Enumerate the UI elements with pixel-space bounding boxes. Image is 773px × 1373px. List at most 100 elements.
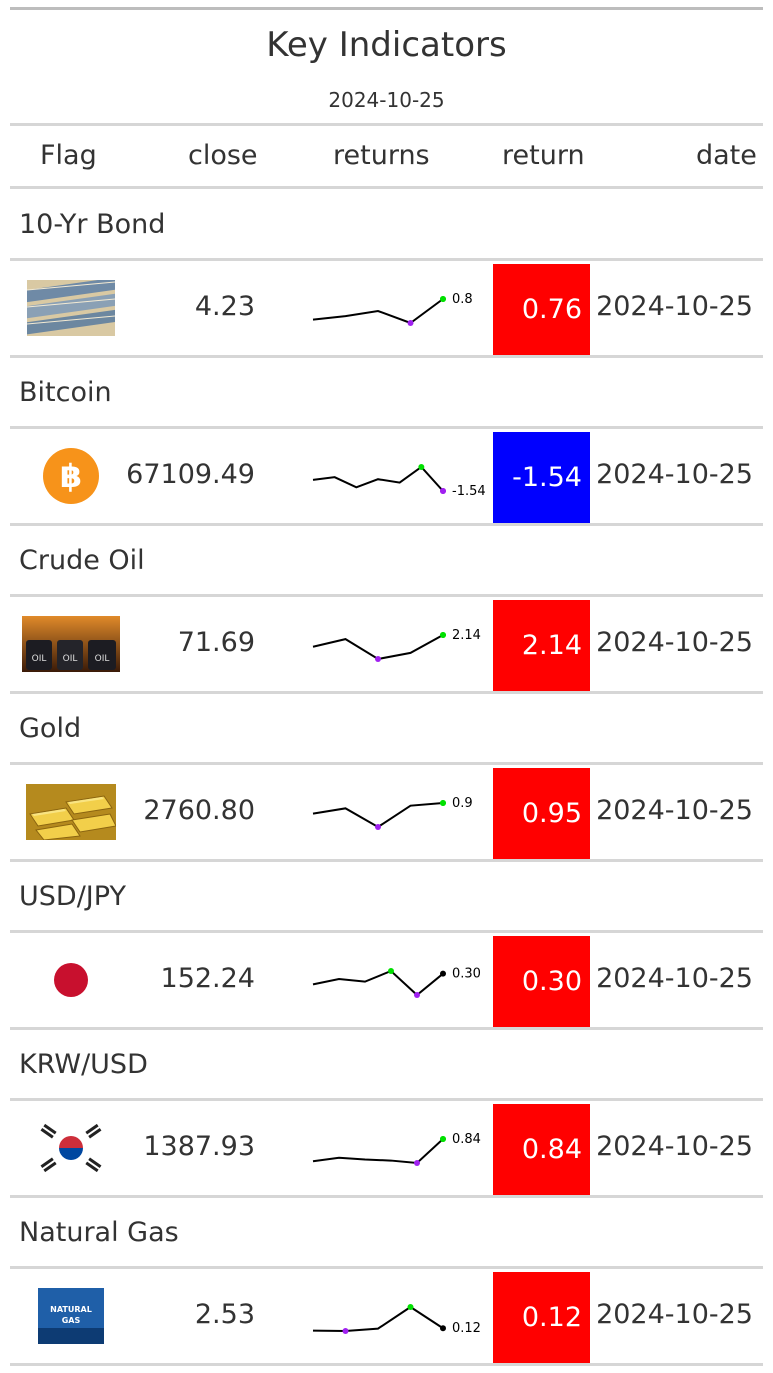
group-rule	[10, 930, 763, 933]
date-value: 2024-10-25	[596, 1299, 753, 1330]
sparkline-last-point	[440, 632, 446, 638]
sparkline-label: -1.54	[452, 484, 486, 499]
column-header-returns: returns	[333, 140, 430, 171]
japan-flag-icon	[16, 941, 126, 1019]
sparkline-last-point	[440, 800, 446, 806]
group-rule	[10, 1098, 763, 1101]
natural-gas-line1: NATURAL	[50, 1305, 92, 1314]
sparkline-min-point	[342, 1328, 349, 1334]
row-rule	[10, 1195, 763, 1198]
group-label: 10-Yr Bond	[19, 209, 166, 240]
column-header-date: date	[696, 140, 757, 171]
sparkline-path	[312, 1305, 444, 1333]
returns-sparkline: -1.54	[295, 459, 495, 499]
return-value: 0.95	[493, 768, 590, 859]
return-value: 0.76	[493, 264, 590, 355]
sparkline-min-point	[375, 824, 381, 830]
sparkline-label: 0.84	[452, 1132, 481, 1147]
table-row: ฿ 67109.49 -1.54 -1.54 2024-10-25	[10, 429, 763, 523]
returns-sparkline: 0.8	[295, 291, 495, 331]
returns-sparkline: 0.12	[295, 1299, 495, 1339]
row-rule	[10, 355, 763, 358]
close-value: 4.23	[194, 291, 255, 322]
returns-sparkline: 0.9	[295, 795, 495, 835]
table-row: NATURAL GAS 2.53 0.12 0.12 2024-10-25	[10, 1269, 763, 1363]
column-header-close: close	[188, 140, 258, 171]
column-header-flag: Flag	[40, 140, 97, 171]
row-rule	[10, 1027, 763, 1030]
close-value: 2.53	[194, 1299, 255, 1330]
table-row: OIL OIL OIL 71.69 2.14 2.14 2024-10-25	[10, 597, 763, 691]
return-value: 2.14	[493, 600, 590, 691]
sparkline-last-point	[440, 1325, 446, 1332]
natural-gas-icon: NATURAL GAS	[16, 1277, 126, 1355]
date-value: 2024-10-25	[596, 1131, 753, 1162]
sparkline-path	[312, 298, 444, 325]
date-value: 2024-10-25	[596, 291, 753, 322]
sparkline-path	[312, 634, 444, 661]
returns-sparkline: 2.14	[295, 627, 495, 667]
date-value: 2024-10-25	[596, 795, 753, 826]
group-label: Crude Oil	[19, 545, 145, 576]
page-title: Key Indicators	[266, 25, 507, 65]
group-label: KRW/USD	[19, 1049, 148, 1080]
sparkline-last-point	[440, 1136, 446, 1142]
date-value: 2024-10-25	[596, 963, 753, 994]
sparkline-path	[312, 802, 444, 829]
sparkline-path	[312, 1138, 444, 1165]
returns-sparkline: 0.30	[295, 963, 495, 1003]
row-rule	[10, 523, 763, 526]
returns-sparkline: 0.84	[295, 1131, 495, 1171]
sparkline-min-point	[407, 320, 414, 326]
top-rule	[10, 7, 763, 10]
table-row: 152.24 0.30 0.30 2024-10-25	[10, 933, 763, 1027]
gold-bars-icon	[16, 773, 126, 851]
group-label: USD/JPY	[19, 881, 126, 912]
row-rule	[10, 859, 763, 862]
sparkline-path	[312, 969, 444, 997]
svg-text:฿: ฿	[60, 457, 82, 495]
return-value: 0.84	[493, 1104, 590, 1195]
header-bottom-rule	[10, 186, 763, 189]
sparkline-max-point	[418, 464, 425, 470]
south-korea-flag-icon	[16, 1109, 126, 1187]
table-row: 4.23 0.8 0.76 2024-10-25	[10, 261, 763, 355]
sparkline-last-point	[440, 296, 446, 302]
table-row: 1387.93 0.84 0.84 2024-10-25	[10, 1101, 763, 1195]
oil-barrels-icon: OIL OIL OIL	[16, 605, 126, 683]
row-rule	[10, 691, 763, 694]
return-value: -1.54	[493, 432, 590, 523]
sparkline-label: 0.8	[452, 292, 473, 307]
close-value: 71.69	[177, 627, 255, 658]
page-subtitle: 2024-10-25	[328, 88, 445, 112]
sparkline-max-point	[407, 1304, 414, 1310]
close-value: 152.24	[160, 963, 255, 994]
group-rule	[10, 762, 763, 765]
sparkline-path	[312, 465, 444, 492]
date-value: 2024-10-25	[596, 627, 753, 658]
sparkline-label: 0.12	[452, 1321, 481, 1336]
sparkline-min-point	[414, 992, 420, 998]
group-rule	[10, 1266, 763, 1269]
group-rule	[10, 426, 763, 429]
group-label: Natural Gas	[19, 1217, 179, 1248]
sparkline-max-point	[388, 968, 394, 974]
row-rule	[10, 1363, 763, 1366]
close-value: 2760.80	[143, 795, 255, 826]
sparkline-last-point	[440, 488, 446, 494]
bond-certificate-icon	[16, 269, 126, 347]
return-value: 0.12	[493, 1272, 590, 1363]
svg-text:OIL: OIL	[95, 654, 110, 664]
header-top-rule	[10, 123, 763, 126]
bitcoin-icon: ฿	[16, 437, 126, 515]
return-value: 0.30	[493, 936, 590, 1027]
sparkline-min-point	[375, 656, 381, 662]
sparkline-label: 2.14	[452, 628, 481, 643]
group-rule	[10, 258, 763, 261]
date-value: 2024-10-25	[596, 459, 753, 490]
close-value: 1387.93	[143, 1131, 255, 1162]
sparkline-label: 0.9	[452, 796, 473, 811]
sparkline-min-point	[414, 1160, 420, 1166]
close-value: 67109.49	[126, 459, 255, 490]
svg-text:OIL: OIL	[32, 654, 47, 664]
